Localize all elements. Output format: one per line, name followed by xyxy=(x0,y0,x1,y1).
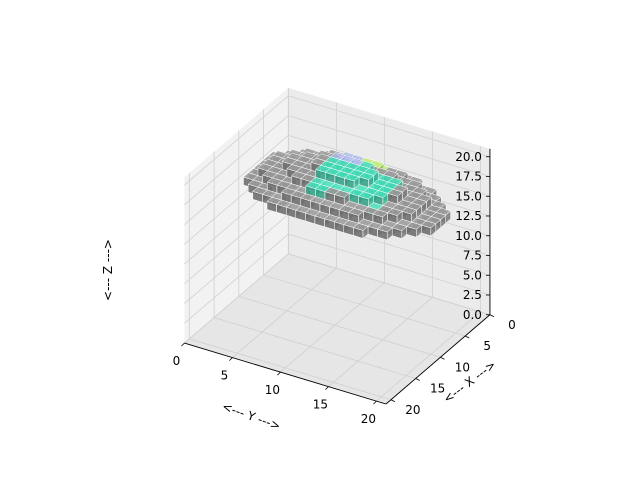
z-axis-label: <--- Z ---> xyxy=(101,239,115,301)
y-tick-mark xyxy=(373,400,377,405)
grid-left-z xyxy=(184,115,289,206)
voxel-face-top xyxy=(352,223,369,231)
voxel-surface xyxy=(242,147,452,241)
x-tick-label: 20 xyxy=(405,403,420,417)
z-tick-label: 7.5 xyxy=(463,249,482,263)
z-tick-label: 0.0 xyxy=(463,308,482,322)
x-tick-mark xyxy=(390,399,396,403)
voxel-face-top xyxy=(358,191,374,200)
z-tick-label: 15.0 xyxy=(455,189,482,203)
x-tick-mark xyxy=(440,356,445,360)
voxel-face-top xyxy=(372,190,389,198)
x-axis-line xyxy=(184,342,387,405)
voxel-face-top xyxy=(343,173,360,182)
grid-floor-x xyxy=(238,295,441,358)
grid-floor-x xyxy=(263,274,466,337)
pane-floor xyxy=(184,253,490,404)
voxel-face-top xyxy=(391,223,408,231)
voxel-face-top xyxy=(358,172,375,180)
grid-back-z xyxy=(288,95,491,158)
y-axis-label: <--- Y ---> xyxy=(220,399,282,433)
y-tick-mark xyxy=(229,357,233,361)
grid-left-z xyxy=(184,214,289,304)
grid-back-z xyxy=(288,115,491,177)
grid-floor-x xyxy=(189,338,392,401)
voxel-face-top xyxy=(386,208,403,216)
y-tick-mark xyxy=(181,342,185,347)
voxel-face-top xyxy=(348,208,364,216)
z-tick-label: 12.5 xyxy=(455,209,482,223)
y-axis-line xyxy=(385,314,491,405)
y-tick-label: 5 xyxy=(221,369,229,383)
z-tick-label: 10.0 xyxy=(455,229,482,243)
grid-floor-y xyxy=(376,311,481,402)
voxel-face-top xyxy=(377,224,393,233)
x-tick-mark xyxy=(465,335,470,339)
x-tick-label: 10 xyxy=(455,360,470,374)
z-tick-label: 5.0 xyxy=(463,268,482,282)
grid-left-z xyxy=(184,253,289,344)
y-tick-label: 0 xyxy=(173,354,181,368)
y-tick-label: 20 xyxy=(361,412,376,426)
grid-back-z xyxy=(288,134,491,197)
voxel-face-top xyxy=(401,206,418,215)
z-tick-label: 17.5 xyxy=(455,170,482,184)
grid-left-z xyxy=(184,95,289,186)
voxel-face-top xyxy=(420,220,437,229)
x-tick-label: 5 xyxy=(483,339,491,353)
pane-left xyxy=(184,87,289,344)
voxel-face-top xyxy=(372,209,389,218)
voxel-face-top xyxy=(334,190,350,198)
grid-floor-y xyxy=(328,297,433,387)
grid-floor-x xyxy=(213,317,416,379)
grid-back-z xyxy=(288,253,491,316)
grid-left-z xyxy=(184,135,289,225)
voxel-face-top xyxy=(387,188,403,197)
z-tick-label: 20.0 xyxy=(455,150,482,164)
x-tick-label: 15 xyxy=(430,382,445,396)
y-tick-label: 15 xyxy=(313,398,328,412)
grid-back-z xyxy=(288,233,491,296)
y-tick-mark xyxy=(325,386,329,390)
grid-floor-y xyxy=(232,268,337,358)
y-tick-label: 10 xyxy=(265,383,280,397)
y-tick-mark xyxy=(277,371,281,376)
x-tick-mark xyxy=(415,378,420,381)
x-tick-mark xyxy=(489,314,495,318)
grid-floor-y xyxy=(280,282,385,373)
voxel-face-top xyxy=(406,221,422,230)
tick-labels: 0 5 10 15 20 0 5 10 15 20 0.0 2.5 5.0 7.5 10.0 12.5 15.0… xyxy=(173,150,516,426)
grid-left-z xyxy=(184,233,289,324)
z-tick-label: 2.5 xyxy=(463,288,482,302)
x-tick-label: 0 xyxy=(508,318,516,332)
